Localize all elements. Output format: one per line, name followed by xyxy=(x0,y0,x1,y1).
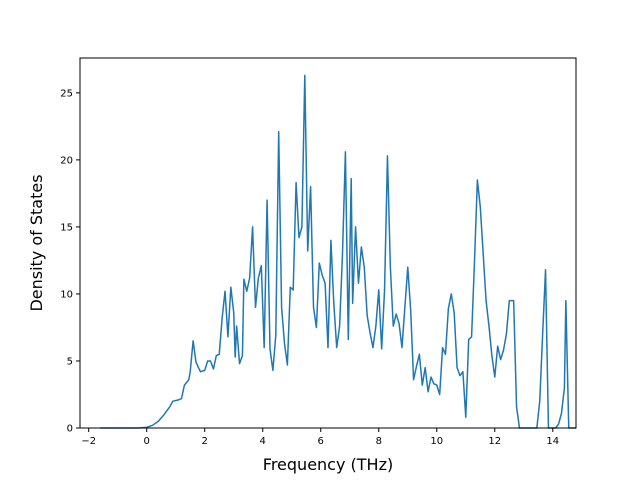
y-tick-label: 5 xyxy=(67,356,73,367)
plot-frame xyxy=(79,57,577,429)
y-tick-label: 25 xyxy=(60,88,73,99)
x-tick-label: 12 xyxy=(488,436,501,447)
dos-series-line xyxy=(100,74,576,429)
x-tick-label: 2 xyxy=(202,436,208,447)
y-tick-label: 0 xyxy=(67,424,73,435)
x-tick-label: 6 xyxy=(318,436,324,447)
tick-layer: −2 0 2 4 6 8 10 12 14 0 5 10 15 20 25 xyxy=(60,88,559,447)
y-axis-label: Density of States xyxy=(27,174,46,311)
y-tick-label: 20 xyxy=(60,155,73,166)
plot-area xyxy=(80,58,576,428)
x-tick-label: 10 xyxy=(430,436,443,447)
x-axis-label: Frequency (THz) xyxy=(263,455,393,474)
y-tick-label: 15 xyxy=(60,222,73,233)
x-tick-label: −2 xyxy=(81,436,96,447)
x-tick-label: 0 xyxy=(144,436,150,447)
series-layer xyxy=(100,74,576,429)
y-tick-label: 10 xyxy=(60,289,73,300)
x-tick-label: 8 xyxy=(376,436,382,447)
x-tick-label: 4 xyxy=(260,436,266,447)
x-tick-label: 14 xyxy=(546,436,559,447)
